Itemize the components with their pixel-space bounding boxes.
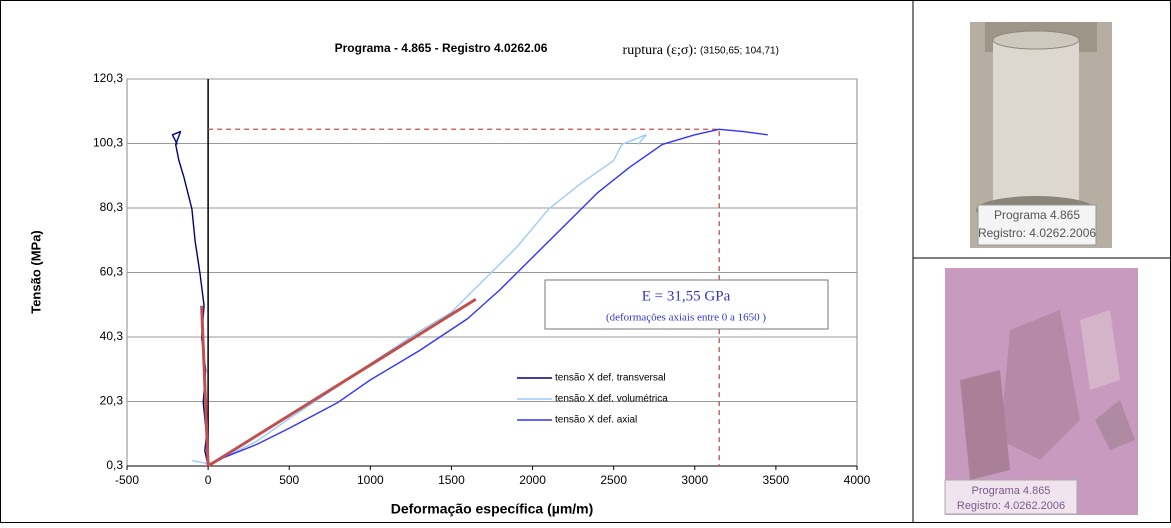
x-tick-label: 1500 (438, 473, 465, 487)
modulus-box (544, 279, 829, 330)
photo-caption: Programa 4.865 (994, 208, 1080, 222)
y-tick-label: 80,3 (100, 200, 124, 214)
y-tick-label: 100,3 (93, 136, 123, 150)
y-tick-label: 40,3 (100, 329, 124, 343)
rupture-value: (3150,65; 104,71) (700, 46, 779, 57)
y-tick-label: 20,3 (100, 394, 124, 408)
photo-caption: Registro: 4.0262.2006 (978, 226, 1096, 240)
x-tick-label: 2000 (519, 473, 546, 487)
photo-fragments: Programa 4.865 Registro: 4.0262.2006 (944, 268, 1138, 515)
x-tick-label: -500 (115, 473, 139, 487)
x-tick-label: 4000 (844, 473, 871, 487)
x-tick-label: 1000 (357, 473, 384, 487)
rupture-label: ruptura (ε;σ): (623, 43, 697, 58)
x-tick-label: 3500 (763, 473, 790, 487)
y-axis-label: Tensão (MPa) (28, 230, 43, 314)
photo-specimen: Programa 4.865 Registro: 4.0262.2006 (970, 22, 1112, 248)
y-tick-label: 60,3 (100, 265, 124, 279)
y-tick-label: 120,3 (93, 71, 123, 85)
chart-title: Programa - 4.865 - Registro 4.0262.06 (335, 41, 548, 55)
series-line (207, 128, 768, 467)
x-tick-label: 2500 (600, 473, 627, 487)
x-tick-label: 0 (205, 473, 212, 487)
legend-label: tensão X def. axial (555, 415, 637, 426)
photo-caption: Programa 4.865 (972, 485, 1051, 497)
series-line (191, 134, 647, 465)
photo-caption: Registro: 4.0262.2006 (957, 500, 1065, 512)
fit-line (207, 297, 477, 468)
x-tick-label: 3000 (681, 473, 708, 487)
x-axis-label: Deformação específica (µm/m) (391, 501, 594, 517)
legend-label: tensão X def. transversal (555, 373, 666, 384)
fit-line (200, 305, 210, 467)
legend-label: tensão X def. volumétrica (555, 394, 668, 405)
y-tick-label: 0,3 (106, 458, 123, 472)
modulus-note: (deformações axiais entre 0 a 1650 ) (606, 312, 766, 324)
modulus-text: E = 31,55 GPa (642, 288, 731, 304)
x-tick-label: 500 (279, 473, 299, 487)
